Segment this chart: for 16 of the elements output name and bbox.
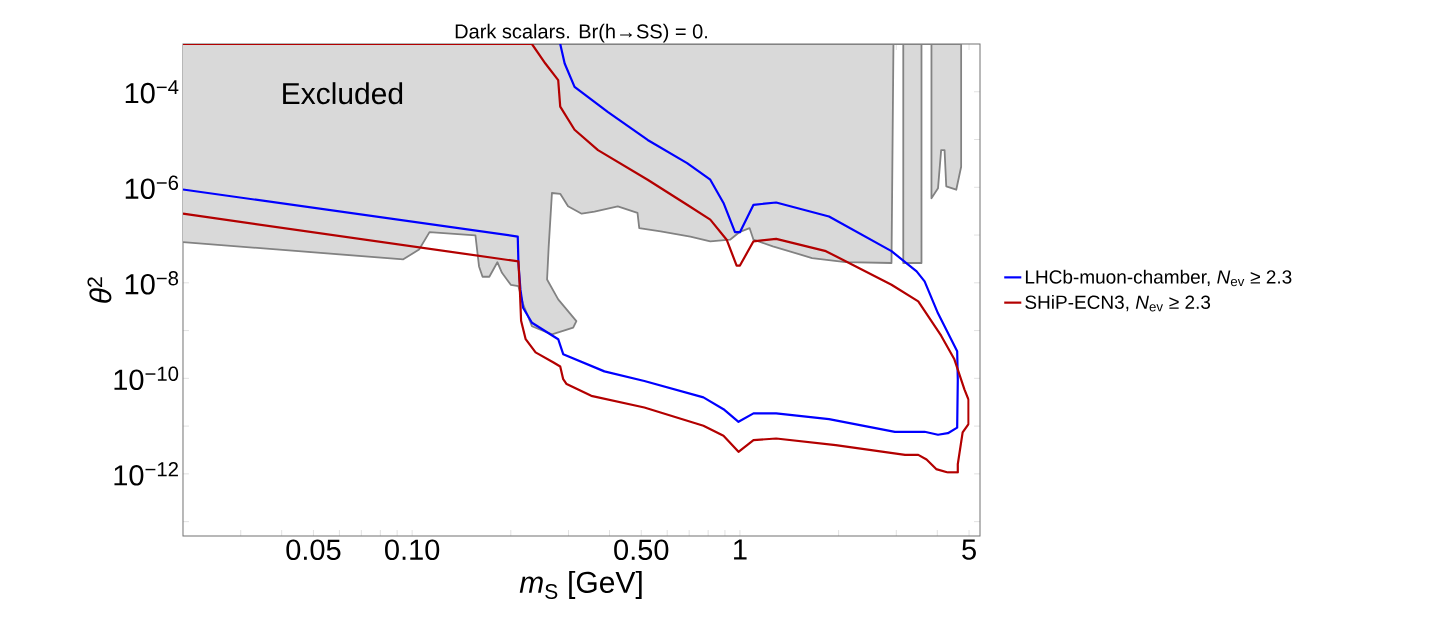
y-tick-label: 10$^{−4}$ [125, 80, 179, 104]
y-axis-title: θ$^{2}$ [87, 277, 112, 303]
y-tick-label: 10$^{−6}$ [125, 175, 179, 200]
x-axis-title: m$_{S}$ [GeV] [519, 570, 642, 599]
y-tick-label: 10$^{−12}$ [114, 462, 178, 486]
chart-title: Dark scalars. Br(h→SS) = 0. [455, 23, 707, 43]
legend-label: LHCb-muon-chamber, N$_{ev}$ ≥ 2.3 [1025, 269, 1292, 287]
x-tick-label: 0.50 [614, 539, 669, 561]
x-tick-label: 0.05 [286, 539, 341, 561]
y-tick-label: 10$^{−10}$ [114, 366, 179, 391]
x-tick-label: 0.10 [385, 539, 440, 561]
y-tick-label: 10$^{−8}$ [125, 271, 179, 295]
legend-label: SHiP-ECN3, N$_{ev}$ ≥ 2.3 [1025, 295, 1211, 312]
x-tick-label: 1 [734, 539, 747, 560]
x-tick-label: 5 [962, 539, 976, 560]
annotation: Excluded [283, 82, 403, 105]
